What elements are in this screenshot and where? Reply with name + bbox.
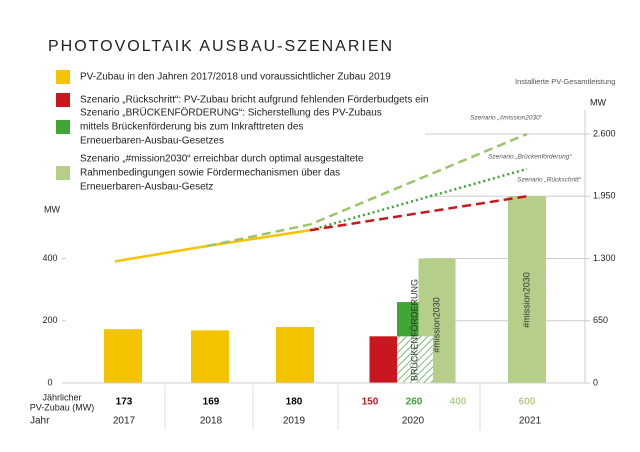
legend-text: mittels Brückenförderung bis zum Inkraft…: [80, 122, 303, 133]
bar: [104, 329, 142, 383]
legend-text: Erneuerbaren-Ausbau-Gesetzes: [80, 136, 224, 147]
bar: [276, 326, 314, 383]
y-unit: MW: [44, 204, 60, 214]
year-label: Jahr: [30, 416, 50, 427]
series-line: [206, 132, 528, 248]
year: 2019: [283, 416, 306, 427]
y2-tick-label: 2.600: [593, 128, 616, 138]
y2-tick-label: 0: [593, 377, 598, 387]
bar: [508, 196, 546, 383]
legend-text: PV-Zubau in den Jahren 2017/2018 und vor…: [80, 72, 391, 83]
legend-text: Szenario „#mission2030“ erreichbar durch…: [80, 154, 364, 165]
bar-inner-label: BRÜCKENFÖRDERUNG: [409, 279, 419, 381]
legend-swatch: [56, 166, 70, 180]
legend-swatch: [56, 93, 70, 107]
year: 2018: [200, 416, 223, 427]
y2-tick-label: 650: [593, 315, 608, 325]
value-label: 169: [203, 397, 220, 408]
y2-tick-label: 1.950: [593, 191, 616, 201]
legend-text: Szenario „Rückschritt“: PV-Zubau bricht …: [80, 95, 429, 106]
value-label: 260: [406, 397, 423, 408]
y-tick-label: 200: [42, 315, 57, 325]
y-tick-label: 400: [42, 253, 57, 263]
value-label: 173: [116, 397, 133, 408]
legend-swatch: [56, 120, 70, 134]
series-line: [309, 194, 528, 232]
scenario-label: Szenario „Rückschritt“: [517, 177, 582, 184]
legend-swatch: [56, 70, 70, 84]
value-label: 600: [519, 397, 536, 408]
legend-text: Erneuerbaren-Ausbau-Gesetz: [80, 182, 213, 193]
year: 2017: [113, 416, 136, 427]
year: 2020: [402, 416, 425, 427]
bar: [191, 330, 229, 383]
value-label: 180: [286, 397, 303, 408]
year: 2021: [519, 416, 542, 427]
bar-inner-label: #mission2030: [521, 272, 531, 328]
y2-tick-label: 1.300: [593, 253, 616, 263]
legend-text: Szenario „BRÜCKENFÖRDERUNG“: Sicherstell…: [80, 107, 382, 119]
bar-inner-label: #mission2030: [431, 297, 441, 353]
bar-hatch: [397, 336, 433, 383]
y2-unit: MW: [590, 97, 606, 107]
y-tick-label: 0: [47, 377, 52, 387]
row-label: PV-Zubau (MW): [30, 402, 95, 412]
scenario-label: Szenario „#mission2030“: [470, 115, 543, 122]
value-label: 400: [450, 397, 467, 408]
row-label: Jährlicher: [42, 392, 81, 402]
y2-title: Installierte PV-Gesamtleistung: [515, 77, 615, 86]
legend-text: Rahmenbedingungen sowie Fördermechanisme…: [80, 168, 340, 179]
chart-title: PHOTOVOLTAIK AUSBAU-SZENARIEN: [48, 38, 394, 55]
scenario-label: Szenario „Brückenförderung“: [488, 154, 572, 161]
value-label: 150: [362, 397, 379, 408]
series-line: [309, 167, 528, 232]
